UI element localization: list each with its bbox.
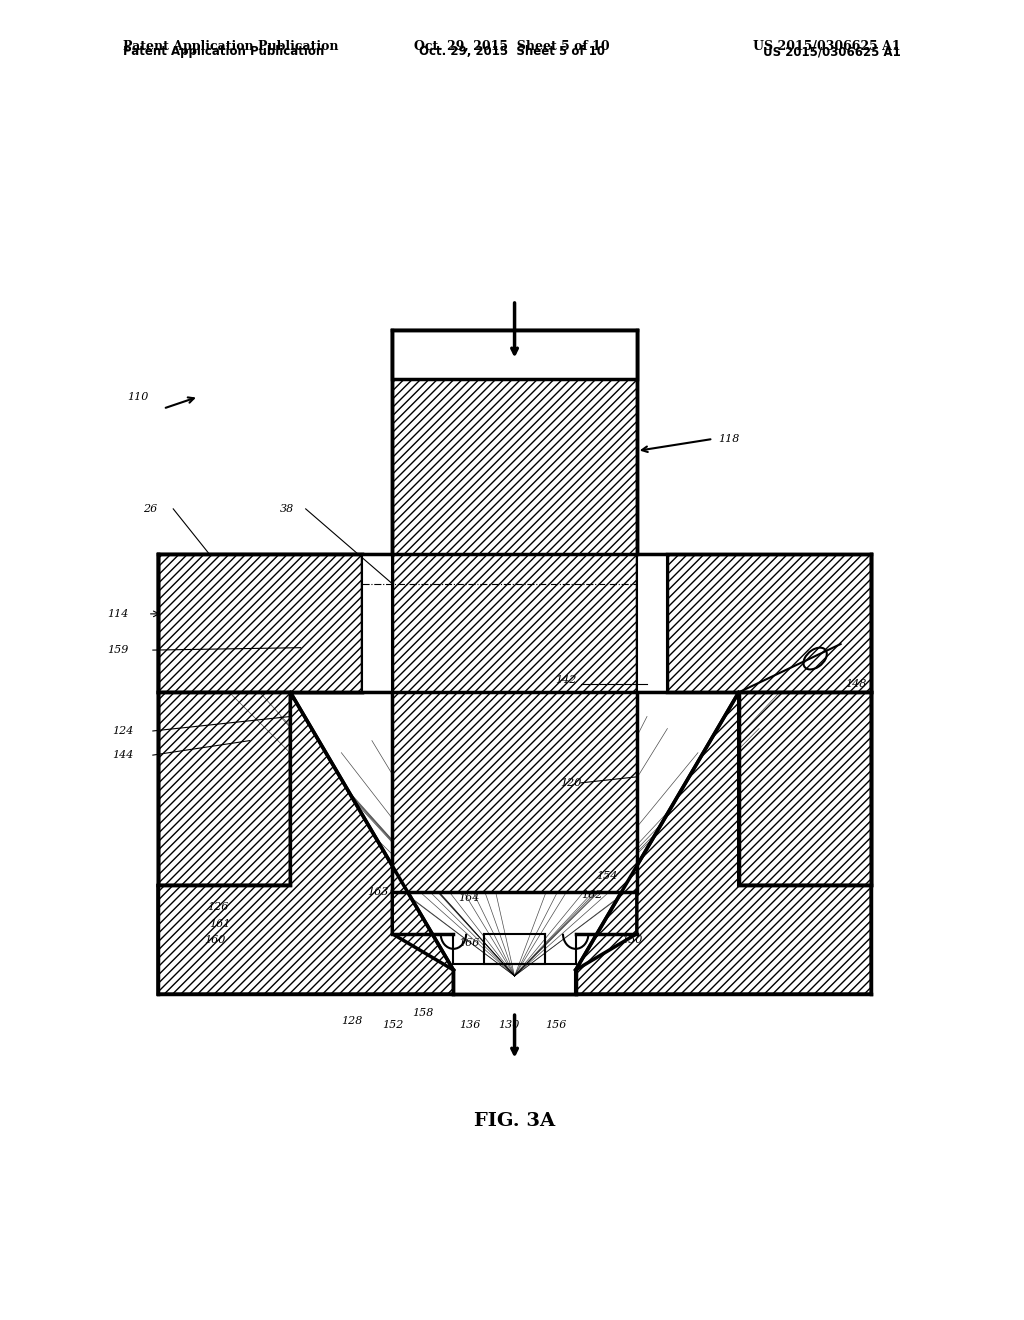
Text: 38: 38 xyxy=(281,504,295,513)
Text: 142: 142 xyxy=(555,676,577,685)
Text: Patent Application Publication: Patent Application Publication xyxy=(123,40,338,53)
Text: 161: 161 xyxy=(209,919,230,929)
Text: 136: 136 xyxy=(460,1020,481,1031)
Text: 130: 130 xyxy=(499,1020,519,1031)
Text: 128: 128 xyxy=(341,1015,362,1026)
Text: 110: 110 xyxy=(127,392,148,401)
Text: 150: 150 xyxy=(622,935,643,945)
Polygon shape xyxy=(738,692,871,886)
Text: 118: 118 xyxy=(719,434,739,444)
Text: 120: 120 xyxy=(560,777,582,788)
Text: 163: 163 xyxy=(367,887,388,896)
Text: 126: 126 xyxy=(207,902,228,912)
Text: Oct. 29, 2015  Sheet 5 of 10: Oct. 29, 2015 Sheet 5 of 10 xyxy=(419,45,605,58)
Polygon shape xyxy=(668,553,871,692)
Text: FIG. 3A: FIG. 3A xyxy=(474,1111,555,1130)
Text: 152: 152 xyxy=(382,1020,403,1031)
Text: 159: 159 xyxy=(108,645,128,655)
Text: Patent Application Publication: Patent Application Publication xyxy=(123,45,325,58)
Text: 166: 166 xyxy=(459,939,480,948)
Text: 164: 164 xyxy=(459,892,480,903)
Polygon shape xyxy=(158,692,454,994)
Polygon shape xyxy=(158,553,361,692)
Text: US 2015/0306625 A1: US 2015/0306625 A1 xyxy=(763,45,901,58)
Polygon shape xyxy=(392,330,637,379)
Polygon shape xyxy=(637,553,668,692)
Text: 154: 154 xyxy=(596,871,617,880)
Text: Oct. 29, 2015  Sheet 5 of 10: Oct. 29, 2015 Sheet 5 of 10 xyxy=(414,40,610,53)
Text: 26: 26 xyxy=(142,504,157,513)
Text: 158: 158 xyxy=(413,1008,434,1019)
Text: 114: 114 xyxy=(108,609,128,619)
Text: 124: 124 xyxy=(112,726,133,737)
Polygon shape xyxy=(158,692,291,886)
Polygon shape xyxy=(575,692,871,994)
Polygon shape xyxy=(158,692,291,886)
Text: 162: 162 xyxy=(581,890,602,900)
Text: 148: 148 xyxy=(846,678,867,689)
Polygon shape xyxy=(392,330,637,891)
Text: 160: 160 xyxy=(204,935,225,945)
Text: US 2015/0306625 A1: US 2015/0306625 A1 xyxy=(754,40,901,53)
Text: 144: 144 xyxy=(112,750,133,760)
Polygon shape xyxy=(361,553,392,692)
Text: 156: 156 xyxy=(545,1020,566,1031)
Polygon shape xyxy=(158,553,361,692)
